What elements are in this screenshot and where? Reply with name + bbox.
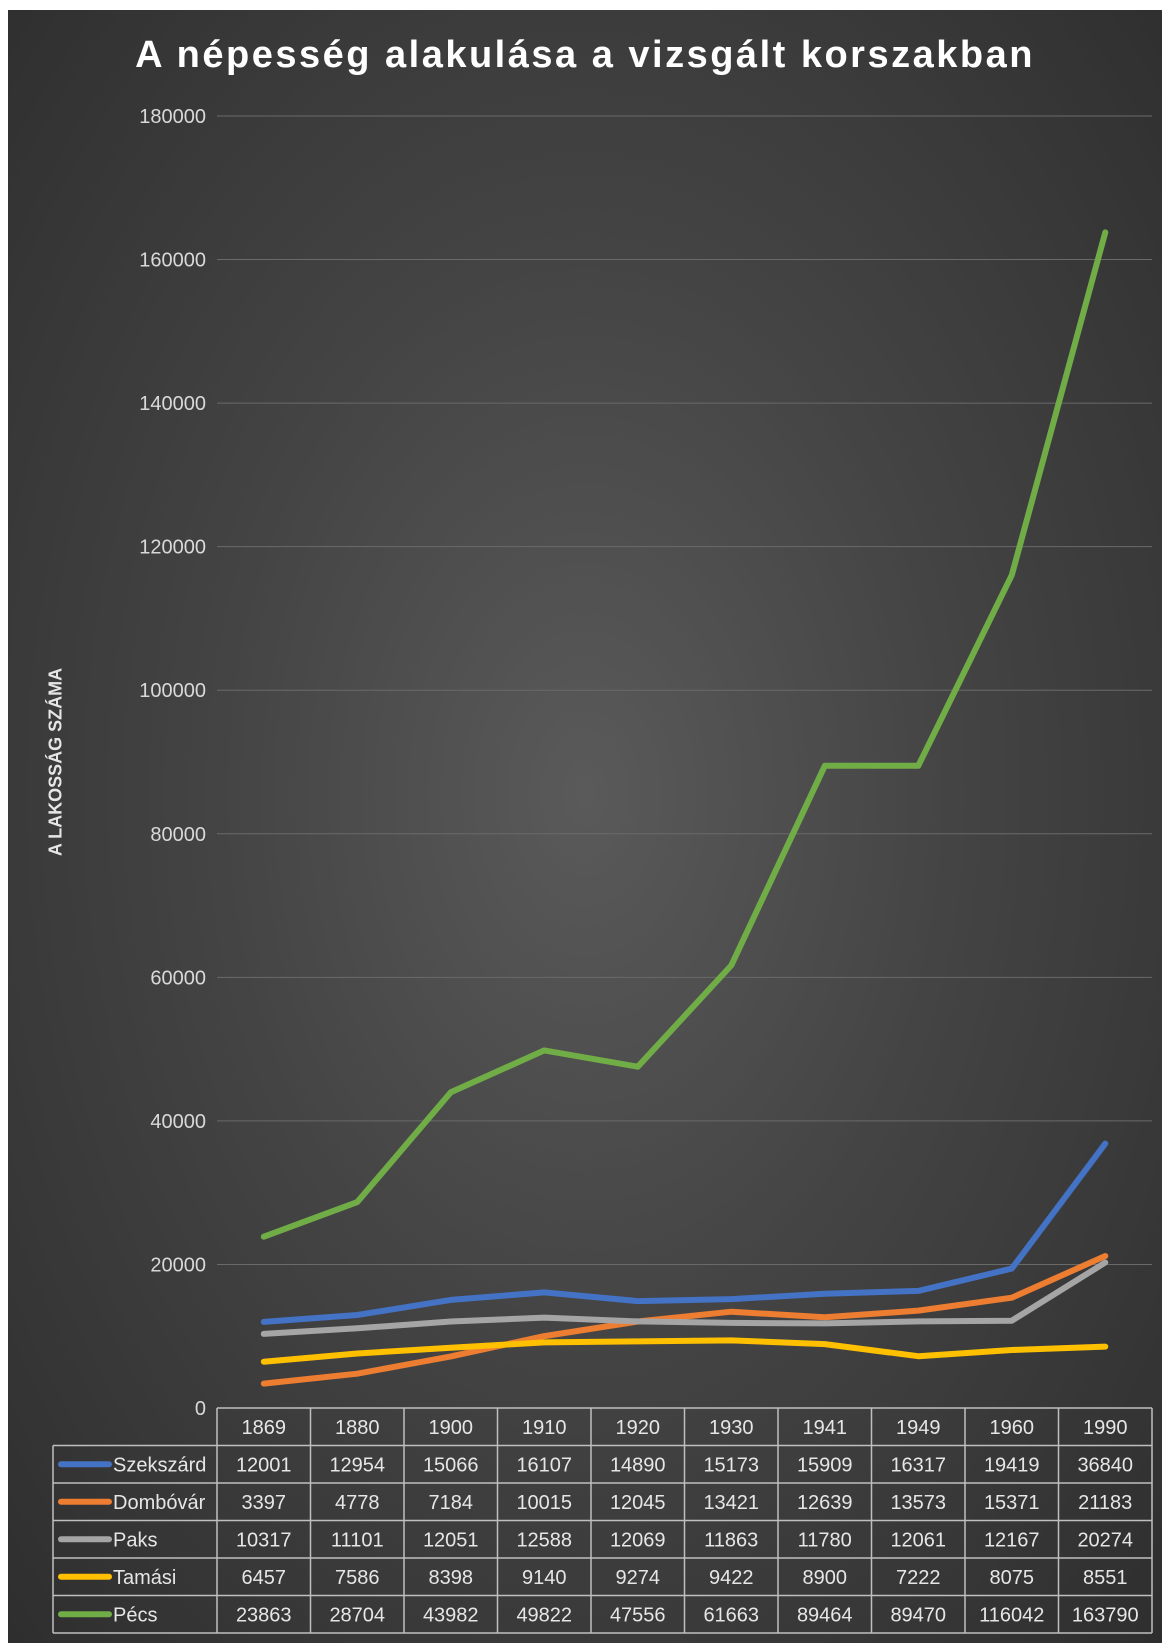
series-line-5	[260, 229, 1109, 1240]
y-tick-label: 180000	[139, 106, 206, 128]
data-label: 12001	[236, 1454, 292, 1476]
data-label: 12045	[610, 1492, 666, 1514]
x-tick-label: 1990	[1083, 1417, 1128, 1439]
y-tick-label: 40000	[150, 1111, 206, 1133]
data-label: 28704	[329, 1604, 385, 1626]
y-tick-label: 80000	[150, 824, 206, 846]
y-tick-label: 140000	[139, 393, 206, 415]
data-label: 21183	[1078, 1492, 1132, 1514]
data-label: 23863	[236, 1604, 292, 1626]
y-tick-label: 120000	[139, 537, 206, 559]
x-tick-label: 1941	[803, 1417, 848, 1439]
data-label: 12069	[610, 1529, 666, 1551]
data-label: 19419	[984, 1454, 1040, 1476]
y-tick-label: 0	[195, 1398, 206, 1420]
data-label: 13421	[703, 1492, 759, 1514]
data-label: 116042	[979, 1604, 1044, 1626]
x-tick-label: 1880	[335, 1417, 380, 1439]
x-tick-label: 1960	[990, 1417, 1035, 1439]
data-label: 11863	[704, 1529, 758, 1551]
x-tick-label: 1930	[709, 1417, 754, 1439]
data-label: 8551	[1083, 1567, 1128, 1589]
data-label: 47556	[610, 1604, 666, 1626]
chart-title: A népesség alakulása a vizsgált korszakb…	[135, 34, 1035, 76]
data-label: 9274	[616, 1567, 661, 1589]
data-label: 6457	[242, 1567, 287, 1589]
data-label: 12954	[329, 1454, 385, 1476]
data-label: 14890	[610, 1454, 666, 1476]
x-tick-label: 1920	[616, 1417, 661, 1439]
data-label: 16317	[890, 1454, 946, 1476]
data-label: 3397	[242, 1492, 287, 1514]
data-label: 16107	[516, 1454, 572, 1476]
data-label: 61663	[703, 1604, 759, 1626]
data-label: 15371	[984, 1492, 1040, 1514]
data-label: 15066	[423, 1454, 479, 1476]
y-tick-label: 100000	[139, 680, 206, 702]
data-label: 15909	[797, 1454, 853, 1476]
x-tick-label: 1869	[242, 1417, 287, 1439]
data-label: 4778	[335, 1492, 380, 1514]
data-label: 8398	[429, 1567, 474, 1589]
chart-area: A népesség alakulása a vizsgált korszakb…	[8, 10, 1162, 1643]
data-label: 12061	[890, 1529, 946, 1551]
data-label: 8900	[803, 1567, 848, 1589]
series-line-3	[260, 1259, 1109, 1337]
data-label: 12051	[423, 1529, 479, 1551]
data-label: 20274	[1077, 1529, 1133, 1551]
data-label: 49822	[516, 1604, 572, 1626]
data-label: 11101	[331, 1529, 384, 1551]
y-tick-label: 20000	[150, 1254, 206, 1276]
series-line-2	[260, 1253, 1109, 1387]
series-line-1	[260, 1140, 1109, 1325]
data-label: 12167	[984, 1529, 1040, 1551]
data-label: 12639	[797, 1492, 853, 1514]
data-label: 43982	[423, 1604, 479, 1626]
data-label: 15173	[703, 1454, 759, 1476]
data-label: 36840	[1077, 1454, 1133, 1476]
data-label: 13573	[890, 1492, 946, 1514]
x-tick-label: 1949	[896, 1417, 941, 1439]
data-label: 10317	[236, 1529, 292, 1551]
x-tick-label: 1910	[522, 1417, 567, 1439]
data-label: 163790	[1072, 1604, 1139, 1626]
data-label: 7222	[896, 1567, 941, 1589]
legend-label: Dombóvár	[113, 1492, 206, 1514]
data-label: 89464	[797, 1604, 853, 1626]
data-label: 8075	[990, 1567, 1035, 1589]
data-label: 11780	[798, 1529, 852, 1551]
legend-label: Tamási	[113, 1567, 176, 1589]
data-label: 7586	[335, 1567, 380, 1589]
y-tick-label: 60000	[150, 967, 206, 989]
legend-label: Pécs	[113, 1604, 157, 1626]
data-label: 12588	[516, 1529, 572, 1551]
data-label: 9422	[709, 1567, 754, 1589]
data-label: 10015	[516, 1492, 572, 1514]
series-line-4	[260, 1337, 1109, 1365]
legend-label: Szekszárd	[113, 1454, 206, 1476]
data-label: 9140	[522, 1567, 567, 1589]
legend-label: Paks	[113, 1529, 157, 1551]
plot-area: 0 20000 40000 60000 80000 100000 120000 140000 1…	[52, 106, 1153, 1634]
data-label: 89470	[890, 1604, 946, 1626]
x-tick-label: 1900	[429, 1417, 474, 1439]
data-label: 7184	[429, 1492, 474, 1514]
y-tick-label: 160000	[139, 250, 206, 272]
